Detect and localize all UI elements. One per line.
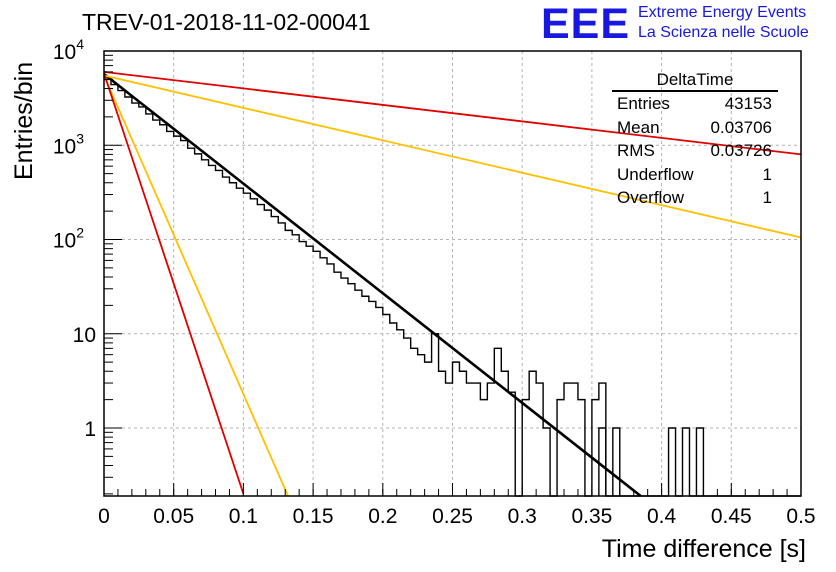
stats-label: Entries bbox=[617, 94, 670, 113]
y-tick-label: 10 bbox=[73, 324, 96, 347]
histogram-isolated-bin bbox=[598, 427, 607, 496]
stats-value: 1 bbox=[762, 164, 772, 184]
x-tick-label: 0.4 bbox=[647, 505, 677, 528]
x-tick-label: 0.05 bbox=[153, 505, 194, 528]
stats-value: 1 bbox=[762, 188, 772, 208]
logo-subtitle-line2: La Scienza nelle Scuole bbox=[638, 24, 809, 41]
histogram-isolated-bin bbox=[695, 427, 705, 496]
x-tick-label: 0 bbox=[98, 505, 110, 528]
y-tick-labels: 1 10 102 103 104 bbox=[53, 36, 96, 441]
stats-value: 0.03706 bbox=[710, 117, 772, 137]
stats-value: 0.03726 bbox=[710, 141, 772, 161]
x-tick-labels: 0 0.05 0.1 0.15 0.2 0.25 0.3 0.35 0.4 0.45 0.5 bbox=[98, 505, 815, 528]
stats-label: Overflow bbox=[617, 188, 685, 208]
grid-layer bbox=[104, 51, 801, 496]
x-tick-label: 0.5 bbox=[786, 505, 815, 528]
chart-title: TREV-01-2018-11-02-00041 bbox=[82, 9, 371, 35]
stats-box: DeltaTime Entries 43153 Mean 0.03706 RMS… bbox=[612, 70, 778, 210]
stats-row-entries: Entries 43153 bbox=[612, 92, 778, 116]
x-tick-label: 0.35 bbox=[571, 505, 612, 528]
stats-row-underflow: Underflow 1 bbox=[612, 163, 778, 187]
y-tick-label: 102 bbox=[53, 225, 84, 253]
y-tick-label: 103 bbox=[53, 130, 84, 158]
fit-line-orange-2 bbox=[103, 74, 802, 239]
x-tick-label: 0.45 bbox=[711, 505, 752, 528]
stats-value: 43153 bbox=[724, 94, 772, 113]
fit-line-red-4 bbox=[103, 73, 245, 495]
x-tick-label: 0.25 bbox=[432, 505, 473, 528]
stats-box-title: DeltaTime bbox=[612, 70, 778, 92]
x-axis-label: Time difference [s] bbox=[601, 535, 806, 563]
histogram-isolated-bin bbox=[612, 427, 621, 496]
stats-row-overflow: Overflow 1 bbox=[612, 186, 778, 210]
logo-subtitle-line1: Extreme Energy Events bbox=[638, 4, 807, 21]
x-tick-label: 0.3 bbox=[508, 505, 537, 528]
fit-line-orange-3 bbox=[103, 75, 289, 497]
x-tick-label: 0.15 bbox=[293, 505, 334, 528]
y-tick-label: 1 bbox=[84, 418, 96, 441]
y-tick-label: 104 bbox=[53, 36, 84, 64]
tick-layer bbox=[103, 50, 802, 496]
x-tick-label: 0.2 bbox=[368, 505, 397, 528]
fit-lines-layer bbox=[103, 71, 802, 498]
x-tick-label: 0.1 bbox=[229, 505, 258, 528]
y-axis-label: Entries/bin bbox=[10, 61, 38, 180]
fit-line-red-1 bbox=[103, 71, 802, 156]
stats-label: RMS bbox=[617, 141, 655, 161]
stats-row-mean: Mean 0.03706 bbox=[612, 116, 778, 140]
stats-label: Underflow bbox=[617, 164, 694, 184]
fit-line-black-0 bbox=[103, 72, 642, 498]
stats-row-rms: RMS 0.03726 bbox=[612, 139, 778, 163]
stats-label: Mean bbox=[617, 117, 660, 137]
eee-logo: EEE bbox=[541, 0, 631, 48]
